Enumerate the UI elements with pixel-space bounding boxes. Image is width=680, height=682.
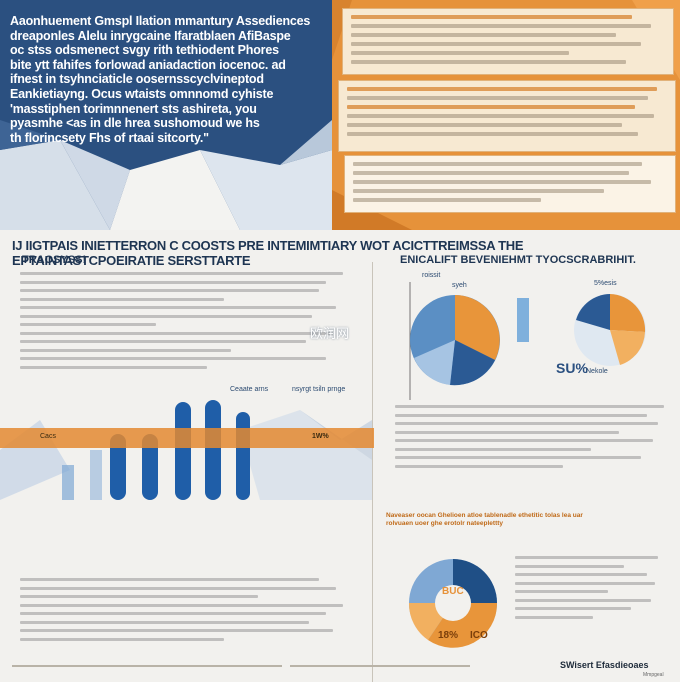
donut-legend bbox=[515, 556, 670, 624]
right-paragraph bbox=[395, 405, 675, 473]
donut-chart: BUC 18% ICO bbox=[398, 548, 508, 658]
hero-line: Aaonhuement Gmspl Ilation mmantury Assed… bbox=[10, 14, 311, 28]
donut-label: ICO bbox=[470, 630, 488, 641]
bar-annotation: Cacs bbox=[40, 433, 56, 440]
hero-panel: Aaonhuement Gmspl Ilation mmantury Assed… bbox=[0, 0, 332, 230]
bar bbox=[110, 434, 126, 500]
bar bbox=[62, 465, 74, 500]
hero-line: 'masstiphen torimnnenert sts ashireta, y… bbox=[10, 101, 257, 116]
info-card-3 bbox=[344, 155, 676, 213]
hero-line: th florincsety Fhs of rtaai sitcorty." bbox=[10, 130, 209, 145]
pie-slice bbox=[576, 294, 610, 330]
bar-annotation: 1W% bbox=[312, 433, 329, 440]
pie-slice bbox=[414, 340, 455, 385]
column-divider bbox=[372, 262, 373, 682]
hero-facets bbox=[0, 120, 332, 230]
pie-sub: Nekole bbox=[586, 368, 608, 375]
bar bbox=[142, 434, 158, 500]
info-card-1 bbox=[342, 8, 674, 75]
pie-slice bbox=[455, 295, 500, 360]
footer-rule bbox=[12, 665, 282, 667]
pie-svg bbox=[409, 282, 646, 400]
hero-line: Eankietiayng. Ocus wtaists omnnomd cyhis… bbox=[10, 86, 274, 101]
hero-text: Aaonhuement Gmspl Ilation mmantury Assed… bbox=[10, 14, 322, 145]
pie-slice bbox=[450, 340, 495, 386]
info-card-2 bbox=[338, 80, 676, 152]
pie-label: syeh bbox=[452, 282, 467, 289]
lower-left-paragraph bbox=[20, 578, 360, 646]
orange-band bbox=[0, 428, 374, 448]
left-paragraph bbox=[20, 272, 360, 374]
pie-slice bbox=[610, 294, 646, 332]
hero-line: dreaponles Alelu inrygcaine Ifaratblaen … bbox=[10, 28, 291, 43]
pie-label: roissit bbox=[422, 272, 441, 279]
small-bar bbox=[517, 298, 529, 342]
pie-charts: roissit syeh 5%esis SU% Nekole bbox=[380, 270, 680, 400]
orange-info-panel bbox=[332, 0, 680, 230]
footer-rule bbox=[290, 665, 470, 667]
hero-line: bite ytt fahifes forlowad aniadaction io… bbox=[10, 57, 286, 72]
watermark: 欧润网 bbox=[310, 327, 350, 342]
page-headline: IJ IIGTPAIS INIETTERRON C COOSTS PRE INT… bbox=[12, 238, 524, 268]
bar-caption-right: nsyrgt tsiln prnge bbox=[292, 386, 346, 393]
right-subheadline: ENICALIFT BEVENIEHMT TYOCSCRABRIHIT. bbox=[400, 254, 636, 266]
brand-sub: Mmpgeal bbox=[643, 672, 664, 678]
bar bbox=[205, 400, 221, 500]
donut-label: 18% bbox=[438, 630, 459, 641]
bar bbox=[236, 412, 250, 500]
pie-slice bbox=[610, 330, 645, 365]
donut-svg bbox=[408, 559, 498, 648]
hero-line: pyasmhe <as in dle hrea sushomoud we hs bbox=[10, 116, 260, 131]
donut-label: BUC bbox=[442, 586, 464, 597]
orange-headline: Naveaser oocan Ghelioen atloe tablenadle… bbox=[386, 512, 583, 527]
bar bbox=[175, 402, 191, 500]
pie-percent: SU% bbox=[556, 360, 588, 376]
pie-label: 5%esis bbox=[594, 280, 617, 287]
donut-slice bbox=[428, 603, 498, 648]
bar-caption: Ceaate arns bbox=[230, 386, 269, 393]
brand-name: SWisert Efasdieoaes bbox=[560, 660, 649, 670]
hero-line: ifnest in tsyhnciaticle oosernsscyclvine… bbox=[10, 72, 264, 87]
left-subheadline: TRAOSYSS! bbox=[22, 254, 87, 266]
bar bbox=[90, 450, 102, 500]
hero-line: oc stss odsmenect svgy rith tethiodent P… bbox=[10, 43, 279, 58]
